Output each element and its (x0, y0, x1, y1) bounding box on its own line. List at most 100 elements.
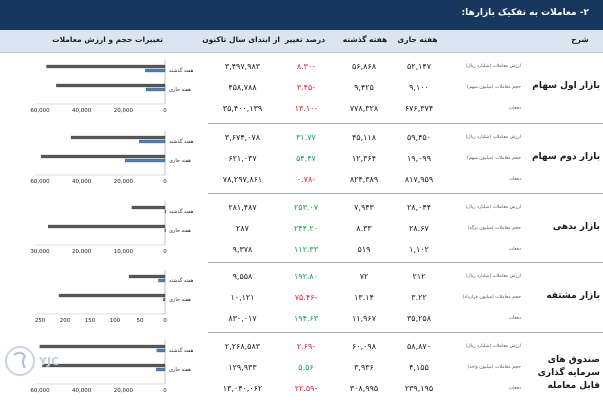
chart-tick-label: 250 (35, 318, 46, 324)
ytd-value: ۳۵,۴۰۰,۱۳۹ (222, 104, 263, 113)
section-title: ۲- معاملات به تفکیک بازارها: (0, 0, 603, 30)
chart-category-label: هفته گذشته (169, 67, 194, 74)
last-week-value: ۷۲ (359, 272, 369, 281)
header-change-pct: درصد تغییر (284, 35, 326, 44)
last-week-value: ۶۰,۰۹۸ (351, 342, 377, 351)
header-last-week: هفته گذشته (342, 35, 388, 44)
ytd-value: ۲۸۱,۴۸۷ (228, 203, 257, 212)
change-pct-value: -۸.۳۰ (296, 62, 316, 71)
ytd-value: ۳,۶۷۴,۰۷۸ (224, 133, 261, 142)
table-header: شرح هفته جاری هفته گذشته درصد تغییر از ا… (0, 30, 603, 53)
row-sub-label: دفعات (508, 247, 521, 252)
chart-tick-label: 60,000 (30, 108, 50, 114)
row-sub-label: دفعات (508, 106, 521, 111)
row-sub-label: حجم معاملات (میلیون سهم) (467, 85, 521, 90)
market-chart: هفته گذشته هفته جاری 0 50 100 150 200 250 (35, 270, 194, 324)
chart-bar (128, 274, 166, 279)
chart-tick-label: 0 (163, 249, 167, 255)
chart-bar (48, 224, 166, 229)
row-sub-label: ارزش معاملات (میلیارد ریال) (465, 64, 521, 69)
row-sub-label: ارزش معاملات (میلیارد ریال) (465, 135, 521, 140)
chart-category-label: هفته جاری (169, 87, 191, 93)
ytd-value: ۲۸۷ (236, 224, 249, 233)
last-week-value: ۷۷۸,۳۲۸ (349, 104, 379, 113)
chart-tick-label: 0 (163, 318, 167, 324)
ytd-value: ۹,۵۵۸ (232, 272, 253, 281)
current-week-value: ۸۱۷,۹۵۹ (404, 175, 434, 184)
change-pct-value: ۱۹۴.۶۳ (293, 314, 319, 323)
change-pct-value: -۲۲.۵۹ (294, 384, 318, 393)
market-name: بازار دوم سهام (531, 152, 600, 162)
current-week-value: ۲۸,۰۴۴ (406, 203, 432, 212)
header-current-week: هفته جاری (397, 35, 438, 44)
ytd-value: ۲,۲۶۸,۵۸۳ (224, 342, 261, 351)
current-week-value: ۴,۱۵۵ (409, 363, 429, 372)
change-pct-value: -۳.۴۵ (296, 83, 316, 92)
current-week-value: ۵۸,۸۷۰ (406, 342, 432, 351)
change-pct-value: ۱۹۲.۸۰ (293, 272, 319, 281)
change-pct-value: ۲۴۴.۲۰ (293, 224, 319, 233)
row-sub-label: ارزش معاملات (میلیارد ریال) (465, 274, 521, 279)
chart-tick-label: 20,000 (114, 388, 134, 394)
chart-category-label: هفته جاری (169, 228, 191, 234)
row-sub-label: دفعات (508, 386, 521, 391)
row-sub-label: حجم معاملات (میلیون واحد) (467, 365, 521, 370)
current-week-value: ۲۱۲ (412, 272, 426, 281)
ytd-value: ۱۳,۰۴۰,۰۶۲ (222, 384, 263, 393)
chart-tick-label: 150 (85, 318, 96, 324)
last-week-value: ۹,۴۲۵ (354, 83, 374, 92)
chart-tick-label: 0 (163, 108, 167, 114)
change-pct-value: ۲۵۳.۰۷ (293, 203, 319, 212)
chart-bar (145, 68, 166, 73)
yjc-logo: YJC (5, 346, 59, 376)
market-group: بازار دوم سهام ارزش معاملات (میلیارد ریال… (0, 127, 603, 195)
header-ytd: از ابتدای سال تاکنون (202, 35, 280, 44)
change-pct-value: -۷۵.۴۶ (294, 293, 318, 302)
chart-tick-label: 40,000 (72, 179, 92, 185)
chart-bar (56, 83, 166, 88)
row-sub-label: ارزش معاملات (میلیارد ریال) (465, 205, 521, 210)
current-week-value: ۱,۱۰۲ (409, 245, 429, 254)
chart-bar (58, 293, 166, 298)
row-sub-label: حجم معاملات (میلیون قرارداد) (462, 295, 521, 300)
last-week-value: ۵۶,۸۶۸ (351, 62, 377, 71)
row-separator (208, 193, 603, 194)
chart-tick-label: 0 (163, 388, 167, 394)
header-sharh: شرح (571, 35, 589, 44)
last-week-value: ۸.۳۳ (356, 224, 372, 233)
chart-tick-label: 20,000 (114, 179, 134, 185)
market-group: بازار بدهی ارزش معاملات (میلیارد ریال) ۲۸,… (0, 197, 603, 265)
market-group: صندوق های سرمایه گذاری قابل معامله ارزش م… (0, 336, 603, 404)
chart-tick-label: 10,000 (114, 249, 134, 255)
last-week-value: ۳,۹۳۶ (354, 363, 374, 372)
chart-tick-label: 200 (60, 318, 71, 324)
row-separator (208, 332, 603, 333)
current-week-value: ۵۲,۱۴۷ (406, 62, 432, 71)
chart-bar (163, 297, 166, 302)
current-week-value: ۳.۲۲ (411, 293, 427, 302)
chart-bar (156, 367, 166, 372)
last-week-value: ۱۳.۱۴ (354, 293, 374, 302)
chart-bar (158, 278, 166, 283)
current-week-value: ۲۸.۶۷ (409, 224, 429, 233)
current-week-value: ۵۹,۴۵۰ (406, 133, 432, 142)
chart-tick-label: 20,000 (114, 108, 134, 114)
chart-tick-label: 30,000 (30, 249, 50, 255)
chart-bar (164, 209, 166, 214)
chart-tick-label: 20,000 (72, 249, 92, 255)
chart-bar (39, 344, 166, 349)
last-week-value: ۵۱۹ (357, 245, 371, 254)
last-week-value: ۳۰۸,۹۹۵ (349, 384, 379, 393)
last-week-value: ۴۵,۱۱۸ (351, 133, 377, 142)
chart-category-label: هفته گذشته (169, 347, 194, 354)
current-week-value: ۶۷۶,۳۷۴ (404, 104, 434, 113)
change-pct-value: ۵.۵۶ (298, 363, 314, 372)
market-name: بازار اول سهام (532, 81, 600, 91)
chart-bar (70, 135, 166, 140)
current-week-value: ۹,۱۰۰ (409, 83, 429, 92)
change-pct-value: ۱۱۲.۳۳ (293, 245, 319, 254)
change-pct-value: ۳۱.۷۷ (296, 133, 316, 142)
row-sub-label: ارزش معاملات (میلیارد ریال) (465, 344, 521, 349)
current-week-value: ۳۵,۲۵۸ (406, 314, 432, 323)
chart-category-label: هفته گذشته (169, 277, 194, 284)
